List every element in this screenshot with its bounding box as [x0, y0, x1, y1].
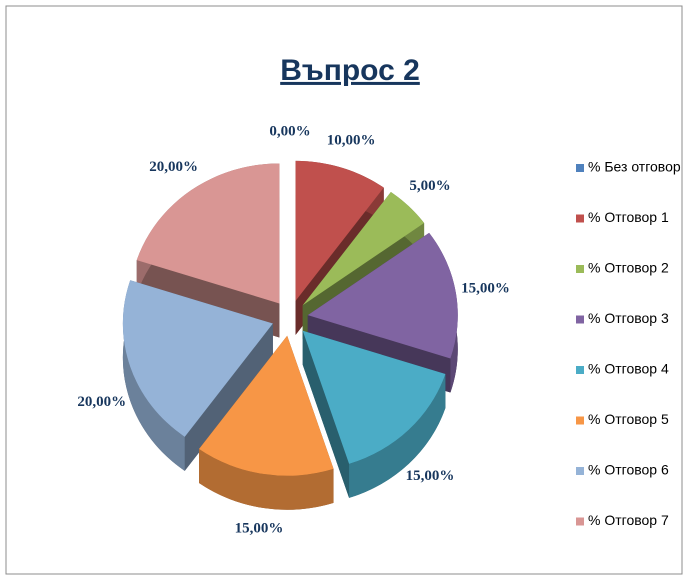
legend-swatch [576, 214, 584, 223]
legend-label: % Отговор 3 [588, 310, 669, 326]
data-label: 10,00% [327, 133, 376, 149]
slice [307, 232, 458, 359]
data-label: 5,00% [409, 178, 450, 194]
data-label: 15,00% [406, 468, 455, 484]
slice [122, 280, 273, 437]
data-label: 20,00% [77, 394, 126, 410]
data-label: 15,00% [235, 520, 284, 536]
legend-label: % Отговор 6 [588, 462, 669, 478]
slice-wall [184, 323, 273, 471]
data-label: 20,00% [149, 159, 198, 175]
data-label: 0,00% [269, 123, 310, 139]
legend-swatch [576, 366, 584, 374]
slice-side [199, 449, 334, 510]
legend-swatch [576, 416, 584, 425]
legend-swatch [576, 315, 584, 324]
slice [295, 160, 384, 301]
legend-label: % Без отговор [588, 159, 681, 175]
slice [302, 192, 425, 306]
legend-label: % Отговор 1 [588, 209, 669, 225]
slice [199, 335, 334, 476]
slice [136, 163, 280, 304]
legend-label: % Отговор 4 [588, 361, 669, 377]
slice [302, 330, 446, 464]
legend-swatch [576, 265, 584, 273]
legend-label: % Отговор 7 [588, 512, 669, 528]
legend-swatch [576, 164, 584, 172]
data-label: 15,00% [461, 280, 510, 296]
slice-wall [302, 330, 350, 498]
chart-title: Въпрос 2 [280, 54, 420, 87]
legend-swatch [576, 517, 584, 526]
legend-label: % Отговор 5 [588, 411, 669, 427]
legend-label: % Отговор 2 [588, 260, 669, 276]
slice-side [349, 373, 446, 498]
legend-swatch [576, 467, 584, 475]
